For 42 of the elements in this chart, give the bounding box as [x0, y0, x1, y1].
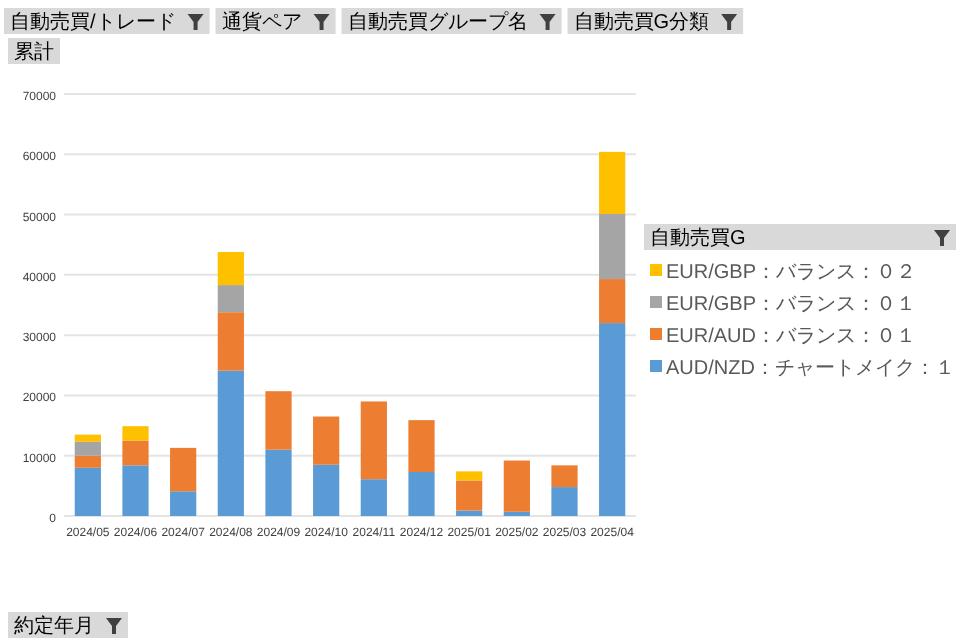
bar: [456, 480, 483, 511]
bar: [122, 440, 149, 466]
bar: [74, 455, 101, 468]
bar: [408, 471, 435, 516]
bar: [551, 487, 578, 516]
text: 累計: [14, 40, 54, 64]
bar: [599, 213, 626, 280]
legend-title: 自動売買G: [650, 226, 746, 250]
bar: [265, 391, 292, 450]
bar: [599, 323, 626, 516]
bar: [74, 467, 101, 516]
text: 自動売買グループ名: [347, 10, 528, 34]
bar: [217, 251, 244, 286]
bar: [217, 285, 244, 313]
bar: [408, 420, 435, 472]
legend-label: EUR/AUD：バランス：０１: [666, 326, 917, 348]
bar: [313, 416, 340, 465]
text: 約定年月: [14, 614, 94, 638]
bar: [360, 479, 387, 516]
bar: [313, 464, 340, 516]
legend-label: EUR/GBP：バランス：０１: [666, 294, 917, 316]
legend-label: AUD/NZD：チャートメイク：１: [666, 358, 955, 380]
bar: [74, 441, 101, 456]
legend-label: EUR/GBP：バランス：０２: [666, 262, 917, 284]
bar: [456, 471, 483, 481]
text: 自動売買G分類: [573, 10, 710, 34]
bar: [217, 370, 244, 516]
bar: [74, 434, 101, 442]
bar: [170, 491, 197, 516]
bar: [551, 465, 578, 488]
text: 自動売買/トレード: [10, 10, 176, 34]
bar: [170, 447, 197, 492]
bar: [122, 426, 149, 441]
bar: [265, 449, 292, 516]
bar: [456, 510, 483, 516]
text: 通貨ペア: [221, 10, 302, 34]
bar: [599, 151, 626, 214]
bar: [599, 279, 626, 324]
bar: [360, 401, 387, 480]
bar: [503, 460, 530, 512]
bar: [217, 312, 244, 371]
bar: [122, 465, 149, 516]
